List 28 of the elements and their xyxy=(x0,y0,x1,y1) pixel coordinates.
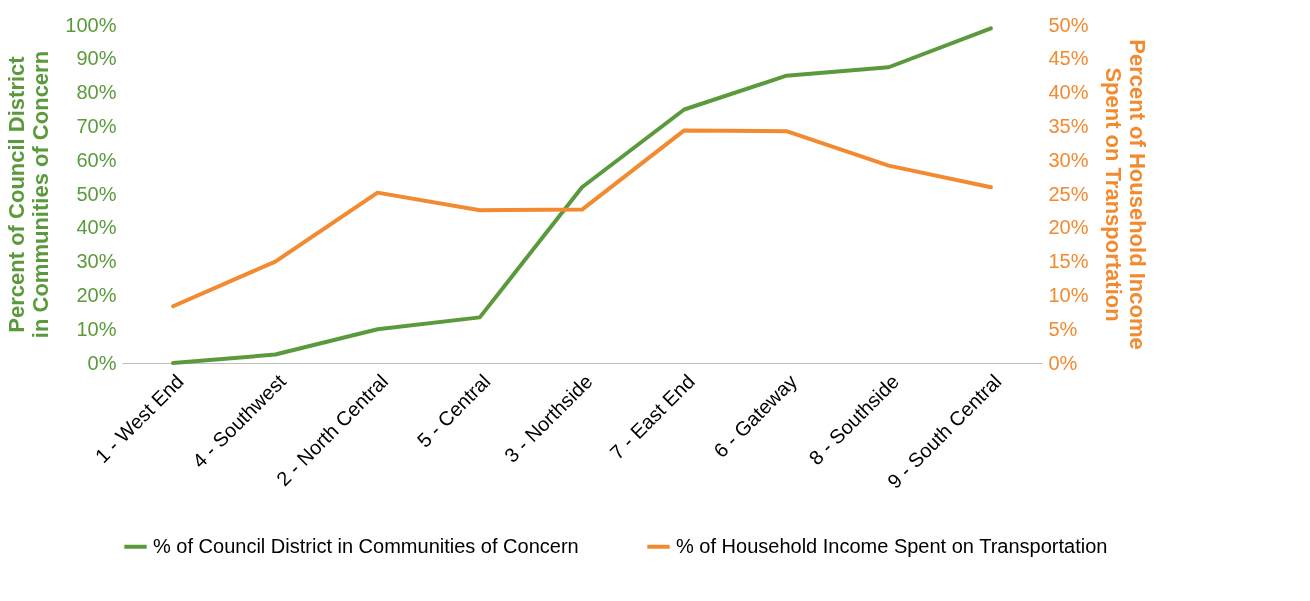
y-tick-label: 80% xyxy=(76,81,117,104)
y-tick-label: 40% xyxy=(76,216,117,239)
y-tick-label: 70% xyxy=(76,114,117,137)
y-tick-label: 10% xyxy=(76,317,117,340)
y-tick-label: 30% xyxy=(76,250,117,273)
y-tick-label: 50% xyxy=(76,182,117,205)
y2-axis-title: Percent of Household Income Spent on Transportation xyxy=(1100,39,1150,350)
y2-tick-label: 15% xyxy=(1048,250,1089,273)
y2-tick-label: 50% xyxy=(1048,13,1089,36)
line-series xyxy=(171,26,993,365)
y2-tick-label: 0% xyxy=(1048,351,1078,374)
y-tick-label: 20% xyxy=(76,283,117,306)
legend-label: % of Council District in Communities of Concern xyxy=(153,534,579,557)
y-tick-label: 90% xyxy=(76,47,117,70)
y2-tick-label: 20% xyxy=(1048,216,1089,239)
line-series xyxy=(171,128,993,309)
y-tick-label: 60% xyxy=(76,148,117,171)
y2-tick-label: 40% xyxy=(1048,81,1089,104)
legend-label: % of Household Income Spent on Transportation xyxy=(676,534,1108,557)
y-tick-label: 0% xyxy=(87,351,117,374)
y2-tick-label: 30% xyxy=(1048,148,1089,171)
y2-tick-label: 35% xyxy=(1048,114,1089,137)
y2-tick-label: 5% xyxy=(1048,317,1078,340)
y-tick-label: 100% xyxy=(65,13,117,36)
y2-tick-label: 10% xyxy=(1048,283,1089,306)
y-axis-title: Percent of Council District in Communities of Concern xyxy=(4,50,54,339)
y2-tick-label: 25% xyxy=(1048,182,1089,205)
y2-tick-label: 45% xyxy=(1048,47,1089,70)
